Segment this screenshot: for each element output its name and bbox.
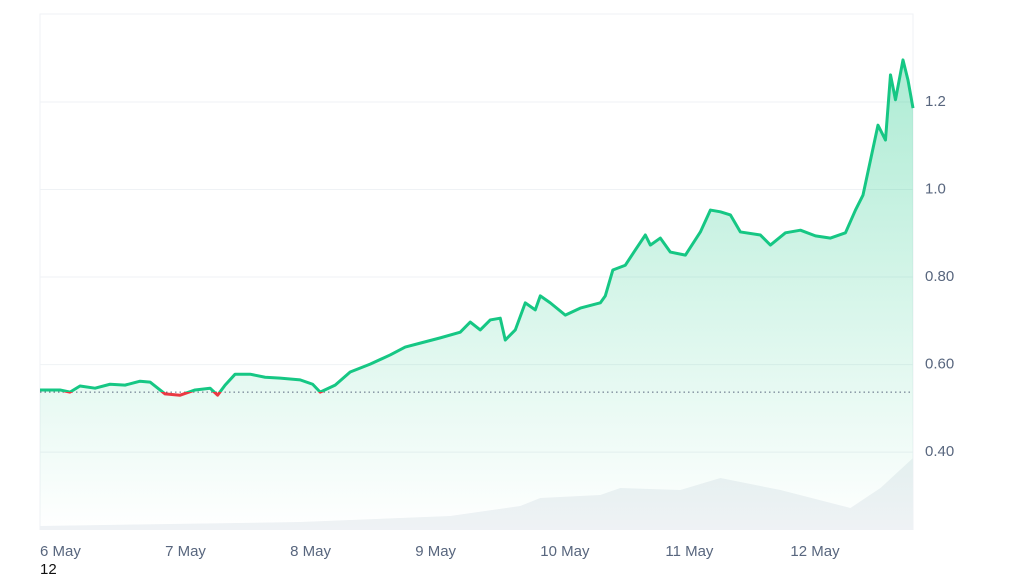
x-tick-label: 7 May [165, 543, 206, 560]
y-tick-label: 0.80 [925, 268, 954, 285]
x-tick-label: 9 May [415, 543, 456, 560]
y-tick-label: 0.60 [925, 356, 954, 373]
x-tick-label: 10 May [540, 543, 590, 560]
y-tick-label: 1.2 [925, 93, 946, 110]
x-tick-label: 12 May [790, 543, 840, 560]
y-tick-label: 1.0 [925, 180, 946, 197]
y-tick-label: 0.40 [925, 443, 954, 460]
x-tick-label: 6 May [40, 543, 81, 560]
price-line [40, 58, 915, 397]
price-area [40, 59, 913, 531]
x-tick-label: 11 May [665, 543, 714, 560]
x-tick-label: 8 May [290, 543, 331, 560]
footnote: 12 [40, 561, 57, 576]
